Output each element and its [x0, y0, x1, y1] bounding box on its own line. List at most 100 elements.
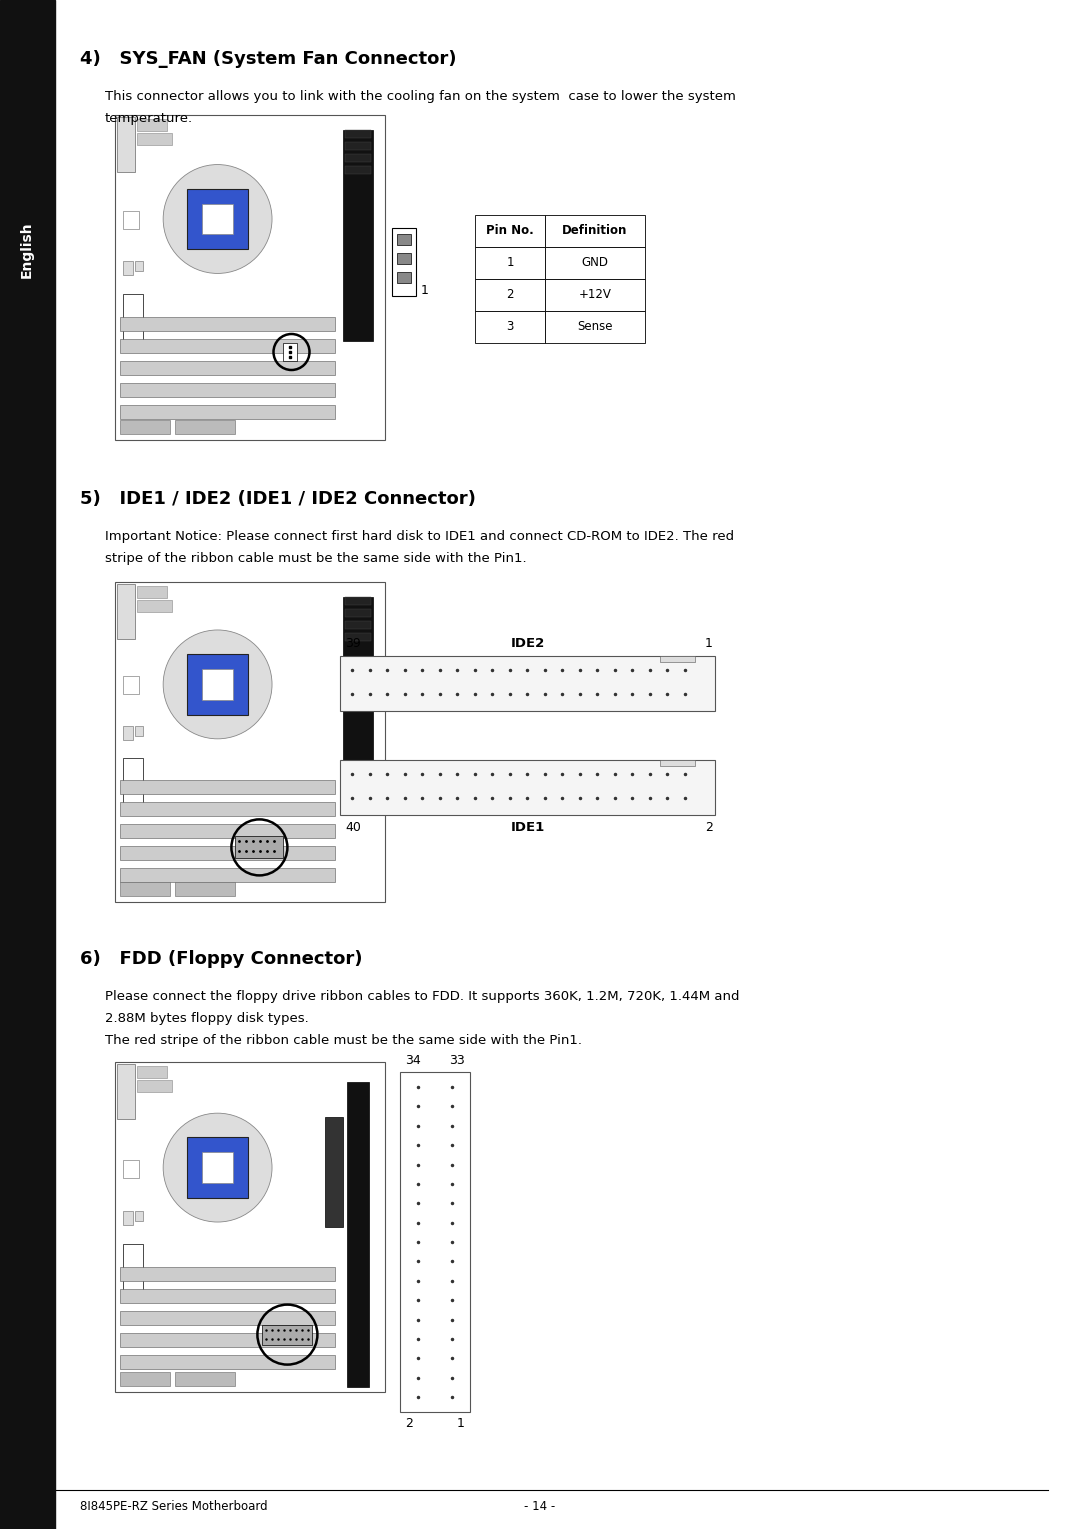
Bar: [120, 824, 335, 838]
Bar: [120, 868, 335, 882]
Text: 1: 1: [705, 638, 713, 650]
Text: Please connect the floppy drive ribbon cables to FDD. It supports 360K, 1.2M, 72: Please connect the floppy drive ribbon c…: [105, 989, 740, 1003]
Bar: [397, 234, 411, 245]
Text: 6)   FDD (Floppy Connector): 6) FDD (Floppy Connector): [80, 950, 363, 968]
Bar: [392, 228, 416, 297]
Bar: [475, 310, 545, 342]
Circle shape: [163, 630, 272, 739]
Bar: [475, 278, 545, 310]
Bar: [120, 338, 335, 353]
Bar: [175, 1372, 235, 1385]
Bar: [135, 1211, 143, 1220]
Text: 2: 2: [705, 821, 713, 833]
Text: Pin No.: Pin No.: [486, 225, 534, 237]
Text: 5)   IDE1 / IDE2 (IDE1 / IDE2 Connector): 5) IDE1 / IDE2 (IDE1 / IDE2 Connector): [80, 489, 476, 508]
Bar: [137, 133, 172, 145]
Bar: [123, 294, 143, 346]
Bar: [120, 1289, 335, 1303]
Text: GND: GND: [581, 257, 608, 269]
Bar: [120, 847, 335, 861]
Bar: [345, 154, 372, 162]
Bar: [187, 188, 247, 249]
Bar: [343, 130, 373, 341]
Bar: [123, 1243, 143, 1295]
Bar: [120, 405, 335, 419]
Bar: [117, 584, 135, 639]
Bar: [137, 1066, 167, 1078]
Bar: [345, 633, 372, 641]
Text: 8I845PE-RZ Series Motherboard: 8I845PE-RZ Series Motherboard: [80, 1500, 268, 1514]
Text: 2.88M bytes floppy disk types.: 2.88M bytes floppy disk types.: [105, 1012, 309, 1024]
Bar: [660, 760, 696, 766]
Text: The red stripe of the ribbon cable must be the same side with the Pin1.: The red stripe of the ribbon cable must …: [105, 1034, 582, 1047]
Bar: [202, 203, 232, 234]
Bar: [120, 317, 335, 330]
Bar: [545, 216, 645, 248]
Bar: [397, 272, 411, 283]
Bar: [137, 599, 172, 612]
Bar: [120, 803, 335, 816]
Bar: [114, 583, 384, 902]
Bar: [114, 1063, 384, 1391]
Bar: [235, 836, 283, 858]
Bar: [120, 1266, 335, 1281]
Bar: [123, 676, 139, 694]
Bar: [135, 261, 143, 271]
Bar: [202, 670, 232, 700]
Bar: [345, 142, 372, 150]
Text: 1: 1: [457, 1417, 465, 1430]
Bar: [120, 1310, 335, 1324]
Text: IDE2: IDE2: [511, 638, 544, 650]
Text: 4)   SYS_FAN (System Fan Connector): 4) SYS_FAN (System Fan Connector): [80, 50, 457, 67]
Bar: [345, 609, 372, 618]
Bar: [120, 882, 170, 896]
Text: Sense: Sense: [577, 321, 612, 333]
Bar: [175, 420, 235, 434]
Bar: [123, 261, 133, 275]
Text: 1: 1: [421, 284, 429, 298]
Bar: [123, 211, 139, 229]
Bar: [325, 1118, 343, 1226]
Text: - 14 -: - 14 -: [525, 1500, 555, 1514]
Bar: [120, 1333, 335, 1347]
Bar: [123, 1159, 139, 1177]
Circle shape: [163, 165, 272, 274]
Bar: [397, 252, 411, 265]
Bar: [117, 1064, 135, 1119]
Bar: [120, 780, 335, 795]
Bar: [137, 586, 167, 598]
Text: 39: 39: [345, 638, 361, 650]
Bar: [0, 0, 55, 1529]
Bar: [345, 167, 372, 174]
Bar: [120, 382, 335, 396]
Bar: [340, 760, 715, 815]
Text: +12V: +12V: [579, 289, 611, 301]
Bar: [120, 1355, 335, 1368]
Text: 34: 34: [405, 1053, 421, 1067]
Text: stripe of the ribbon cable must be the same side with the Pin1.: stripe of the ribbon cable must be the s…: [105, 552, 527, 566]
Text: 2: 2: [507, 289, 514, 301]
Bar: [137, 1079, 172, 1092]
Bar: [283, 342, 297, 361]
Text: 33: 33: [449, 1053, 465, 1067]
Bar: [137, 119, 167, 131]
Bar: [347, 1083, 369, 1387]
Bar: [123, 1211, 133, 1225]
Bar: [120, 1372, 170, 1385]
Bar: [345, 130, 372, 138]
Text: Definition: Definition: [563, 225, 627, 237]
Text: This connector allows you to link with the cooling fan on the system  case to lo: This connector allows you to link with t…: [105, 90, 735, 102]
Bar: [400, 1072, 470, 1411]
Text: Important Notice: Please connect first hard disk to IDE1 and connect CD-ROM to I: Important Notice: Please connect first h…: [105, 531, 734, 543]
Bar: [117, 118, 135, 171]
Bar: [340, 656, 715, 711]
Bar: [135, 726, 143, 735]
Bar: [262, 1324, 312, 1344]
Bar: [123, 726, 133, 740]
Bar: [123, 758, 143, 810]
Bar: [120, 361, 335, 375]
Text: 3: 3: [507, 321, 514, 333]
Bar: [475, 216, 545, 248]
Bar: [545, 248, 645, 278]
Text: IDE1: IDE1: [511, 821, 544, 833]
